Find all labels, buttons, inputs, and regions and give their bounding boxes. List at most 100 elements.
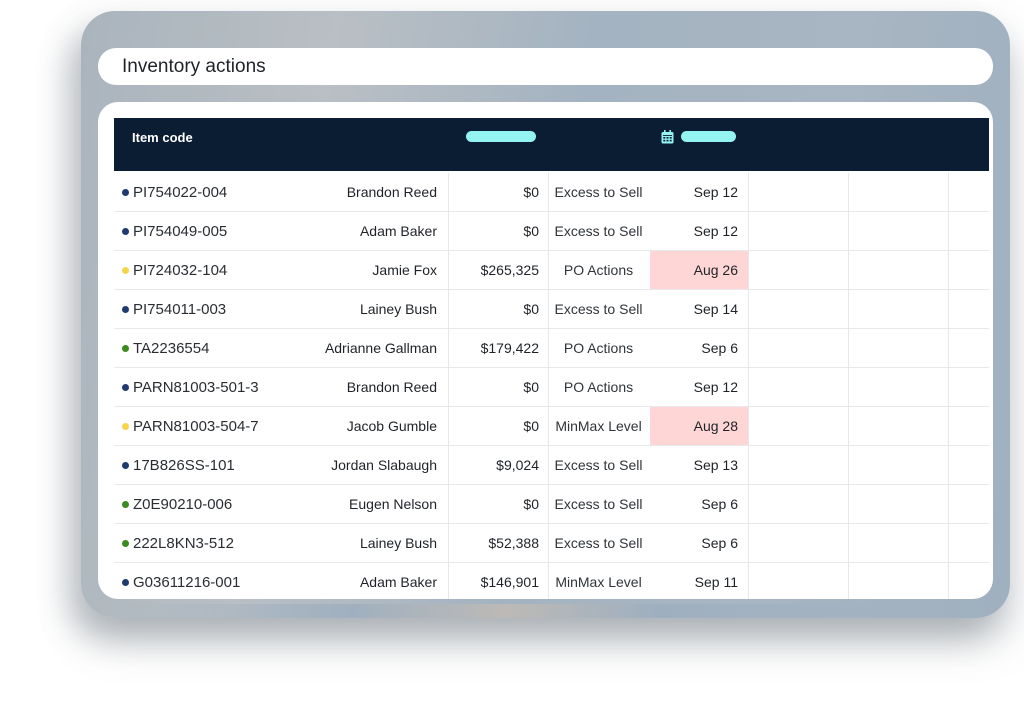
amount: $0 bbox=[448, 407, 548, 445]
empty-cell bbox=[948, 485, 989, 523]
inventory-table-panel: Item code PI754022-004 Brandon Reed $0 Exce… bbox=[98, 102, 993, 599]
status-dot-cell bbox=[122, 173, 129, 211]
status-dot-cell bbox=[122, 251, 129, 289]
empty-cell bbox=[948, 329, 989, 367]
column-header-item-code[interactable]: Item code bbox=[132, 130, 193, 145]
empty-cell bbox=[948, 524, 989, 562]
owner-name: Brandon Reed bbox=[346, 379, 437, 395]
due-date: Sep 12 bbox=[693, 223, 738, 239]
owner-name: Adrianne Gallman bbox=[324, 340, 437, 356]
due-date: Aug 26 bbox=[650, 251, 748, 289]
owner-name: Jordan Slabaugh bbox=[331, 457, 437, 473]
status-dot-icon bbox=[122, 500, 129, 508]
due-date: Sep 13 bbox=[693, 457, 738, 473]
action-type: MinMax Level bbox=[548, 563, 648, 599]
owner-name: Jamie Fox bbox=[372, 262, 437, 278]
status-dot-icon bbox=[122, 227, 129, 235]
empty-cell bbox=[948, 446, 989, 484]
item-code[interactable]: TA2236554 bbox=[133, 339, 210, 357]
status-dot-icon bbox=[122, 344, 129, 352]
action-type: Excess to Sell bbox=[548, 524, 648, 562]
status-dot-icon bbox=[122, 422, 129, 430]
due-date: Aug 28 bbox=[650, 407, 748, 445]
owner-name: Lainey Bush bbox=[359, 535, 437, 551]
status-dot-cell bbox=[122, 485, 129, 523]
empty-cell bbox=[748, 485, 848, 523]
empty-cell bbox=[848, 212, 948, 250]
table-header: Item code bbox=[114, 118, 989, 171]
empty-cell bbox=[948, 563, 989, 599]
empty-cell bbox=[848, 563, 948, 599]
status-dot-cell bbox=[122, 212, 129, 250]
empty-cell bbox=[748, 290, 848, 328]
empty-cell bbox=[748, 329, 848, 367]
table-row[interactable]: PI754022-004 Brandon Reed $0 Excess to Sell… bbox=[114, 173, 989, 212]
empty-cell bbox=[848, 290, 948, 328]
amount: $179,422 bbox=[448, 329, 548, 367]
empty-cell bbox=[848, 446, 948, 484]
item-code[interactable]: 222L8KN3-512 bbox=[133, 534, 234, 552]
empty-cell bbox=[748, 173, 848, 211]
owner-name: Lainey Bush bbox=[359, 301, 437, 317]
owner-name: Brandon Reed bbox=[346, 184, 437, 200]
amount: $0 bbox=[448, 212, 548, 250]
amount: $52,388 bbox=[448, 524, 548, 562]
table-row[interactable]: PI754049-005 Adam Baker $0 Excess to Sell Se… bbox=[114, 212, 989, 251]
table-row[interactable]: PI754011-003 Lainey Bush $0 Excess to Sell S… bbox=[114, 290, 989, 329]
due-date: Sep 12 bbox=[693, 379, 738, 395]
calendar-icon bbox=[661, 130, 674, 144]
column-header-placeholder[interactable] bbox=[466, 131, 536, 142]
status-dot-cell bbox=[122, 290, 129, 328]
table-row[interactable]: PARN81003-504-7 Jacob Gumble $0 MinMax Leve… bbox=[114, 407, 989, 446]
amount: $0 bbox=[448, 485, 548, 523]
empty-cell bbox=[948, 212, 989, 250]
empty-cell bbox=[748, 251, 848, 289]
item-code[interactable]: PI754011-003 bbox=[133, 300, 227, 318]
table-row[interactable]: PI724032-104 Jamie Fox $265,325 PO Actions A… bbox=[114, 251, 989, 290]
page-title: Inventory actions bbox=[122, 55, 266, 77]
status-dot-cell bbox=[122, 524, 129, 562]
empty-cell bbox=[948, 173, 989, 211]
item-code[interactable]: PARN81003-501-3 bbox=[133, 378, 259, 396]
status-dot-icon bbox=[122, 461, 129, 469]
empty-cell bbox=[948, 290, 989, 328]
amount: $0 bbox=[448, 290, 548, 328]
empty-cell bbox=[848, 251, 948, 289]
empty-cell bbox=[748, 563, 848, 599]
item-code[interactable]: PI724032-104 bbox=[133, 261, 228, 279]
table-body: PI754022-004 Brandon Reed $0 Excess to Sell… bbox=[114, 173, 989, 599]
item-code[interactable]: PI754049-005 bbox=[133, 222, 228, 240]
status-dot-icon bbox=[122, 578, 129, 586]
item-code[interactable]: PARN81003-504-7 bbox=[133, 417, 259, 435]
item-code[interactable]: Z0E90210-006 bbox=[133, 495, 233, 513]
item-code[interactable]: G03611216-001 bbox=[133, 573, 241, 591]
action-type: MinMax Level bbox=[548, 407, 648, 445]
status-dot-cell bbox=[122, 368, 129, 406]
empty-cell bbox=[748, 524, 848, 562]
table-row[interactable]: 17B826SS-101 Jordan Slabaugh $9,024 Excess … bbox=[114, 446, 989, 485]
owner-name: Adam Baker bbox=[359, 223, 437, 239]
empty-cell bbox=[948, 251, 989, 289]
action-type: PO Actions bbox=[548, 329, 648, 367]
status-dot-icon bbox=[122, 188, 129, 196]
empty-cell bbox=[748, 407, 848, 445]
table-row[interactable]: G03611216-001 Adam Baker $146,901 MinMax Le… bbox=[114, 563, 989, 599]
table-row[interactable]: TA2236554 Adrianne Gallman $179,422 PO Acti… bbox=[114, 329, 989, 368]
table-row[interactable]: PARN81003-501-3 Brandon Reed $0 PO Actions S… bbox=[114, 368, 989, 407]
column-header-date-placeholder[interactable] bbox=[681, 131, 736, 142]
amount: $146,901 bbox=[448, 563, 548, 599]
item-code[interactable]: 17B826SS-101 bbox=[133, 456, 235, 474]
item-code[interactable]: PI754022-004 bbox=[133, 183, 228, 201]
amount: $0 bbox=[448, 368, 548, 406]
action-type: PO Actions bbox=[548, 251, 648, 289]
action-type: Excess to Sell bbox=[548, 173, 648, 211]
amount: $265,325 bbox=[448, 251, 548, 289]
due-date: Sep 11 bbox=[694, 574, 738, 590]
empty-cell bbox=[948, 407, 989, 445]
amount: $0 bbox=[448, 173, 548, 211]
table-row[interactable]: 222L8KN3-512 Lainey Bush $52,388 Excess to … bbox=[114, 524, 989, 563]
due-date: Sep 14 bbox=[693, 301, 738, 317]
table-row[interactable]: Z0E90210-006 Eugen Nelson $0 Excess to Sell… bbox=[114, 485, 989, 524]
action-type: Excess to Sell bbox=[548, 290, 648, 328]
empty-cell bbox=[848, 368, 948, 406]
